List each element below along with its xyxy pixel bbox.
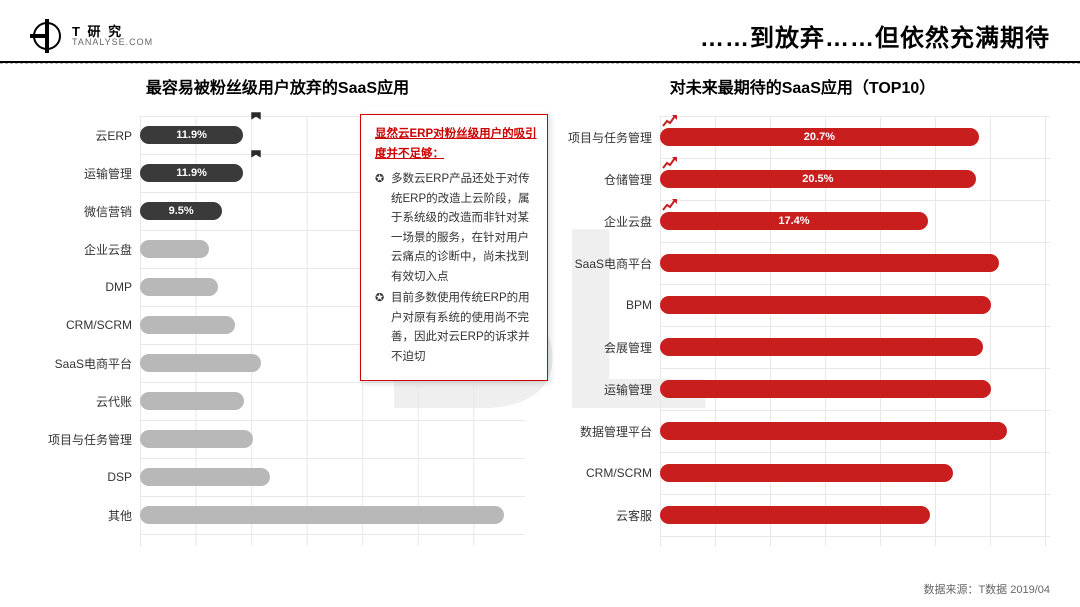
right-bar-label: CRM/SCRM: [555, 466, 660, 480]
right-bar-row: 仓储管理 20.5%: [555, 158, 1050, 200]
left-bar-wrap: [140, 458, 525, 496]
left-bar-value: 11.9%: [176, 167, 207, 179]
left-bar: [140, 430, 253, 448]
right-bar-value: 20.5%: [802, 173, 833, 185]
left-bar-label: SaaS电商平台: [30, 355, 140, 372]
right-bar-label: 运输管理: [555, 381, 660, 398]
right-bar-label: 项目与任务管理: [555, 129, 660, 146]
left-bar: [140, 316, 235, 334]
trend-up-icon: [662, 198, 680, 212]
left-bar: 11.9%: [140, 126, 243, 144]
right-bar: 17.4%: [660, 212, 928, 230]
right-bar-row: SaaS电商平台: [555, 242, 1050, 284]
right-bar-row: 企业云盘 17.4%: [555, 200, 1050, 242]
right-bar-wrap: [660, 368, 1050, 410]
right-bar-wrap: 20.5%: [660, 158, 1050, 200]
left-bar-wrap: [140, 382, 525, 420]
header: T 研 究 TANALYSE.COM ……到放弃……但依然充满期待: [0, 0, 1080, 63]
right-bar-row: 数据管理平台: [555, 410, 1050, 452]
left-bar: [140, 354, 261, 372]
right-bar-value: 17.4%: [778, 215, 809, 227]
right-bar-wrap: 20.7%: [660, 116, 1050, 158]
left-bar: [140, 392, 244, 410]
right-bar: [660, 296, 991, 314]
callout-title: 显然云ERP对粉丝级用户的吸引度并不足够：: [375, 125, 537, 164]
left-bar-value: 9.5%: [169, 205, 194, 217]
left-bar-value: 11.9%: [176, 129, 207, 141]
left-bar-label: 运输管理: [30, 165, 140, 182]
logo-sub-text: TANALYSE.COM: [72, 38, 153, 47]
right-bar-wrap: [660, 242, 1050, 284]
right-bar-row: 云客服: [555, 494, 1050, 536]
logo-main-text: T 研 究: [72, 25, 153, 38]
right-bar-row: 会展管理: [555, 326, 1050, 368]
left-bar-row: DSP: [30, 458, 525, 496]
left-bar-row: 云代账: [30, 382, 525, 420]
flag-marker-icon: [249, 112, 263, 126]
right-bar-row: BPM: [555, 284, 1050, 326]
right-bar: 20.7%: [660, 128, 979, 146]
right-bar-row: 运输管理: [555, 368, 1050, 410]
right-bar: [660, 338, 983, 356]
right-bar-label: 云客服: [555, 507, 660, 524]
left-bar-label: DMP: [30, 280, 140, 294]
content: BL 最容易被粉丝级用户放弃的SaaS应用 云ERP11.9%运输管理11.9%…: [0, 64, 1080, 574]
right-bar: [660, 422, 1007, 440]
right-bar-wrap: [660, 410, 1050, 452]
left-bar-label: 项目与任务管理: [30, 431, 140, 448]
right-bar-label: 企业云盘: [555, 213, 660, 230]
trend-up-icon: [662, 114, 680, 128]
left-chart-title: 最容易被粉丝级用户放弃的SaaS应用: [30, 74, 525, 98]
right-bar: 20.5%: [660, 170, 976, 188]
logo-mark-icon: [30, 19, 64, 53]
footer-source: 数据来源：T数据 2019/04: [923, 581, 1050, 597]
callout-list: 多数云ERP产品还处于对传统ERP的改造上云阶段，属于系统级的改造而非针对某一场…: [375, 170, 537, 367]
trend-up-icon: [662, 156, 680, 170]
right-bar: [660, 254, 999, 272]
right-bar: [660, 380, 991, 398]
flag-marker-icon: [249, 150, 263, 164]
left-bar-label: CRM/SCRM: [30, 318, 140, 332]
left-bar-label: 微信营销: [30, 203, 140, 220]
right-bar-wrap: 17.4%: [660, 200, 1050, 242]
right-bar-wrap: [660, 326, 1050, 368]
right-bar-label: 数据管理平台: [555, 423, 660, 440]
left-bar-label: 企业云盘: [30, 241, 140, 258]
right-panel: 对未来最期待的SaaS应用（TOP10） 项目与任务管理 20.7% 仓储管理 20.…: [555, 74, 1050, 574]
left-bar-wrap: [140, 420, 525, 458]
left-bar: [140, 278, 218, 296]
left-bar: [140, 468, 270, 486]
callout-box: 显然云ERP对粉丝级用户的吸引度并不足够： 多数云ERP产品还处于对传统ERP的…: [360, 114, 548, 381]
left-bar-label: DSP: [30, 470, 140, 484]
right-bar-wrap: [660, 452, 1050, 494]
right-bar-wrap: [660, 284, 1050, 326]
left-bar-label: 其他: [30, 507, 140, 524]
page-title: ……到放弃……但依然充满期待: [700, 18, 1050, 53]
left-bar: [140, 240, 209, 258]
right-chart-title: 对未来最期待的SaaS应用（TOP10）: [555, 74, 1050, 98]
right-bar-label: SaaS电商平台: [555, 255, 660, 272]
right-bar: [660, 464, 953, 482]
right-bar-wrap: [660, 494, 1050, 536]
left-bar-row: 其他: [30, 496, 525, 534]
left-panel: 最容易被粉丝级用户放弃的SaaS应用 云ERP 11.9% 运输管理 11.9% 微信营…: [30, 74, 525, 574]
right-bar-row: CRM/SCRM: [555, 452, 1050, 494]
left-bar: [140, 506, 504, 524]
callout-point: 目前多数使用传统ERP的用户对原有系统的使用尚不完善，因此对云ERP的诉求并不迫…: [375, 289, 537, 367]
logo: T 研 究 TANALYSE.COM: [30, 19, 153, 53]
right-bar-label: BPM: [555, 298, 660, 312]
left-bar: 9.5%: [140, 202, 222, 220]
callout-point: 多数云ERP产品还处于对传统ERP的改造上云阶段，属于系统级的改造而非针对某一场…: [375, 170, 537, 287]
right-bar-label: 会展管理: [555, 339, 660, 356]
left-bar-label: 云ERP: [30, 127, 140, 144]
left-bar-wrap: [140, 496, 525, 534]
right-bar-row: 项目与任务管理 20.7%: [555, 116, 1050, 158]
right-bar: [660, 506, 930, 524]
right-chart-area: 项目与任务管理 20.7% 仓储管理 20.5% 企业云盘 17.4% SaaS电商平台 BP…: [555, 116, 1050, 546]
left-bar: 11.9%: [140, 164, 243, 182]
left-bar-label: 云代账: [30, 393, 140, 410]
right-bar-label: 仓储管理: [555, 171, 660, 188]
right-bar-value: 20.7%: [804, 131, 835, 143]
left-bar-row: 项目与任务管理: [30, 420, 525, 458]
